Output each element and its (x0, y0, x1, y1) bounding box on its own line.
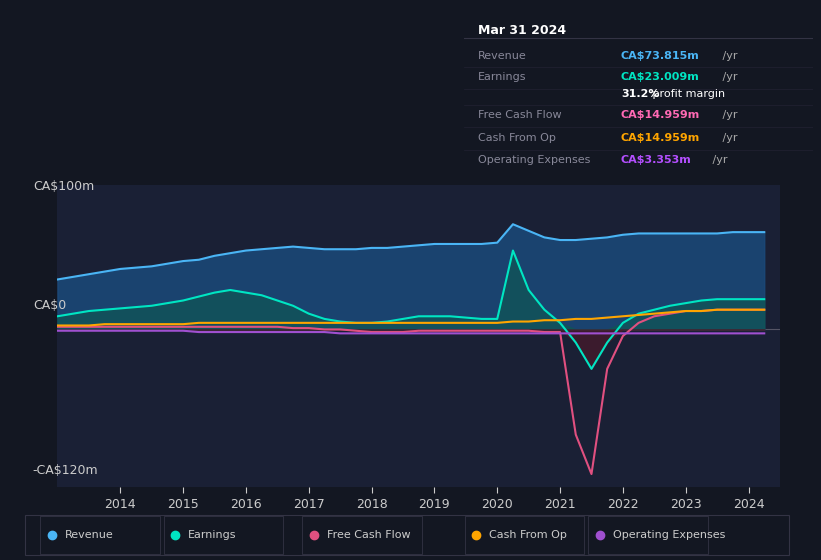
FancyBboxPatch shape (25, 515, 789, 555)
Text: Operating Expenses: Operating Expenses (612, 530, 725, 540)
Text: CA$3.353m: CA$3.353m (621, 155, 691, 165)
Text: CA$23.009m: CA$23.009m (621, 72, 699, 82)
Text: 31.2%: 31.2% (621, 89, 659, 99)
Text: Free Cash Flow: Free Cash Flow (327, 530, 410, 540)
Text: /yr: /yr (718, 133, 737, 143)
Text: -CA$120m: -CA$120m (33, 464, 99, 477)
Text: /yr: /yr (718, 51, 737, 61)
Text: CA$14.959m: CA$14.959m (621, 133, 700, 143)
Text: Cash From Op: Cash From Op (478, 133, 556, 143)
FancyBboxPatch shape (40, 516, 159, 554)
Text: CA$14.959m: CA$14.959m (621, 110, 700, 120)
Text: /yr: /yr (709, 155, 727, 165)
Text: profit margin: profit margin (649, 89, 725, 99)
Text: Operating Expenses: Operating Expenses (478, 155, 590, 165)
FancyBboxPatch shape (163, 516, 283, 554)
Text: Revenue: Revenue (65, 530, 113, 540)
Text: Free Cash Flow: Free Cash Flow (478, 110, 562, 120)
Text: Earnings: Earnings (478, 72, 526, 82)
Text: Cash From Op: Cash From Op (489, 530, 567, 540)
Text: CA$73.815m: CA$73.815m (621, 51, 699, 61)
Text: Revenue: Revenue (478, 51, 526, 61)
Text: Earnings: Earnings (188, 530, 236, 540)
FancyBboxPatch shape (465, 516, 585, 554)
Text: CA$0: CA$0 (33, 298, 66, 312)
FancyBboxPatch shape (588, 516, 708, 554)
Text: /yr: /yr (718, 110, 737, 120)
Text: Mar 31 2024: Mar 31 2024 (478, 25, 566, 38)
Text: CA$100m: CA$100m (33, 180, 94, 193)
Text: /yr: /yr (718, 72, 737, 82)
FancyBboxPatch shape (302, 516, 422, 554)
